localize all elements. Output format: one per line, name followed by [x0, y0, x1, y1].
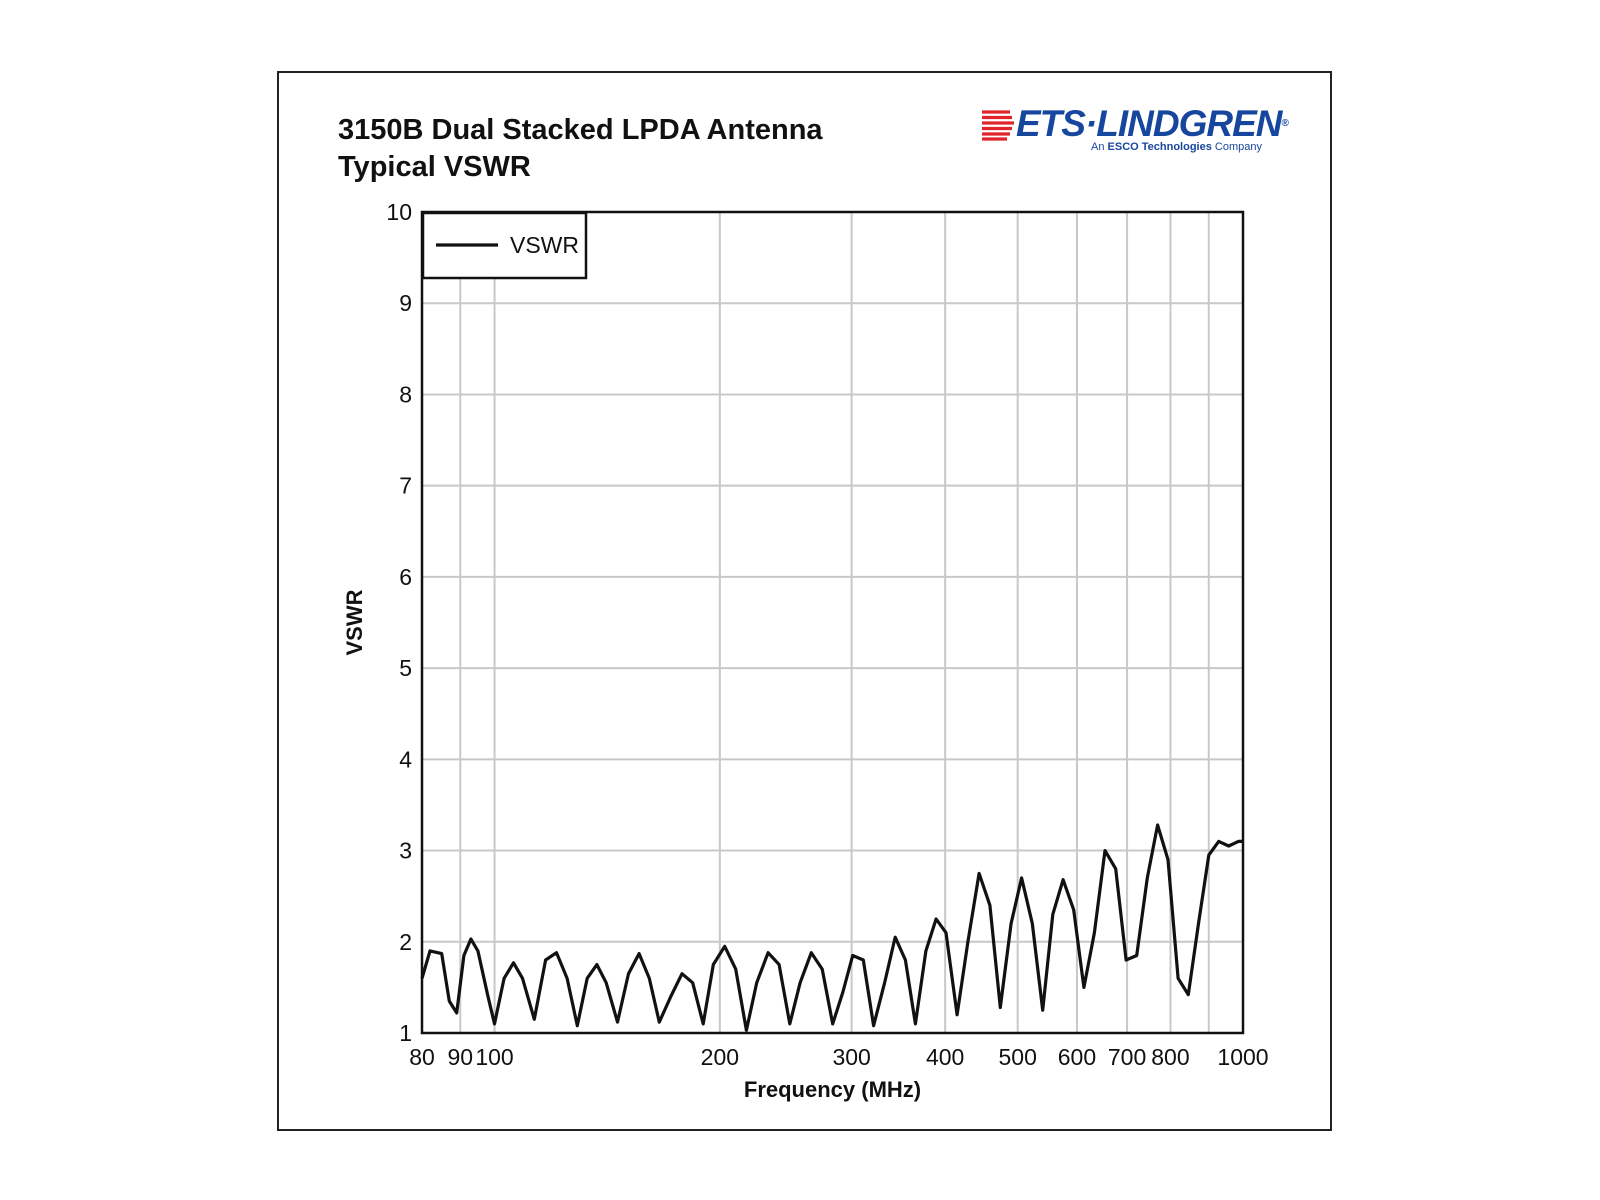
tick-labels: 80 90 100 200 300 400 500 600 700 800 1000 1 2 3 4 5 6 7 8…: [386, 199, 1268, 1070]
y-tick-label: 8: [399, 381, 412, 407]
x-tick-label: 200: [701, 1044, 739, 1070]
x-tick-label: 1000: [1217, 1044, 1268, 1070]
ets-lindgren-logo: ETS·LINDGREN® An ESCO Technologies Compa…: [980, 104, 1289, 154]
series-line-vswr: [420, 823, 1243, 1032]
legend-label-vswr: VSWR: [510, 232, 579, 258]
y-tick-label: 2: [399, 929, 412, 955]
chart-title-line-1: 3150B Dual Stacked LPDA Antenna: [338, 114, 823, 146]
logo-wordmark: ETS·LINDGREN®: [1016, 103, 1289, 144]
x-tick-label: 300: [832, 1044, 870, 1070]
logo-tagline: An ESCO Technologies Company: [1091, 141, 1262, 153]
y-tick-label: 7: [399, 473, 412, 499]
plot-area-border: [420, 210, 1245, 1035]
x-tick-label: 700: [1108, 1044, 1146, 1070]
y-tick-label: 10: [386, 199, 412, 225]
y-tick-label: 4: [399, 746, 412, 772]
y-tick-label: 3: [399, 838, 412, 864]
x-tick-label: 500: [999, 1044, 1037, 1070]
x-tick-label: 400: [926, 1044, 964, 1070]
logo-tag-suffix: Company: [1211, 141, 1262, 153]
y-tick-label: 6: [399, 564, 412, 590]
y-tick-label: 9: [399, 290, 412, 316]
logo-registered: ®: [1281, 118, 1289, 129]
chart-title-line-2: Typical VSWR: [338, 151, 531, 183]
x-tick-label: 90: [447, 1044, 473, 1070]
x-tick-label: 600: [1058, 1044, 1096, 1070]
y-tick-label: 1: [399, 1020, 412, 1046]
logo-tag-bold: ESCO Technologies: [1107, 141, 1212, 153]
x-tick-label: 80: [409, 1044, 435, 1070]
y-tick-label: 5: [399, 655, 412, 681]
logo-waves-icon: [982, 110, 1014, 141]
logo-brand: ETS·LINDGREN: [1016, 103, 1282, 144]
x-tick-label: 100: [475, 1044, 513, 1070]
y-axis-title: VSWR: [342, 589, 367, 655]
x-tick-label: 800: [1151, 1044, 1189, 1070]
logo-tag-prefix: An: [1091, 141, 1108, 153]
chart-title: 3150B Dual Stacked LPDA Antenna Typical …: [338, 112, 823, 186]
x-axis-title: Frequency (MHz): [744, 1077, 921, 1102]
legend: VSWR: [421, 211, 588, 280]
grid-lines: [421, 211, 1244, 1034]
